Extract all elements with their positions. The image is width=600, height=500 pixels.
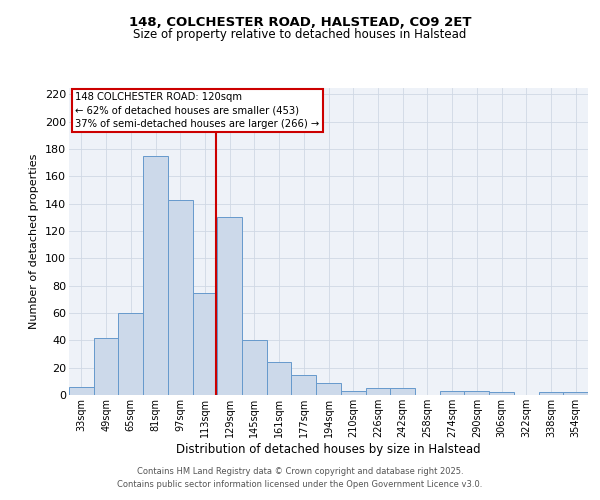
Bar xyxy=(143,156,168,395)
Bar xyxy=(267,362,292,395)
Bar xyxy=(341,391,365,395)
Bar xyxy=(489,392,514,395)
Bar xyxy=(390,388,415,395)
Bar xyxy=(292,374,316,395)
Bar xyxy=(440,391,464,395)
Bar xyxy=(316,382,341,395)
Bar xyxy=(464,391,489,395)
Bar xyxy=(563,392,588,395)
Bar xyxy=(94,338,118,395)
Y-axis label: Number of detached properties: Number of detached properties xyxy=(29,154,40,329)
Bar xyxy=(365,388,390,395)
Bar xyxy=(69,387,94,395)
Text: 148 COLCHESTER ROAD: 120sqm
← 62% of detached houses are smaller (453)
37% of se: 148 COLCHESTER ROAD: 120sqm ← 62% of det… xyxy=(75,92,319,128)
Text: Contains HM Land Registry data © Crown copyright and database right 2025.: Contains HM Land Registry data © Crown c… xyxy=(137,467,463,476)
Text: Size of property relative to detached houses in Halstead: Size of property relative to detached ho… xyxy=(133,28,467,41)
Bar xyxy=(193,292,217,395)
Text: 148, COLCHESTER ROAD, HALSTEAD, CO9 2ET: 148, COLCHESTER ROAD, HALSTEAD, CO9 2ET xyxy=(129,16,471,30)
Bar xyxy=(539,392,563,395)
Bar xyxy=(217,218,242,395)
X-axis label: Distribution of detached houses by size in Halstead: Distribution of detached houses by size … xyxy=(176,442,481,456)
Bar xyxy=(118,313,143,395)
Text: Contains public sector information licensed under the Open Government Licence v3: Contains public sector information licen… xyxy=(118,480,482,489)
Bar xyxy=(242,340,267,395)
Bar xyxy=(168,200,193,395)
